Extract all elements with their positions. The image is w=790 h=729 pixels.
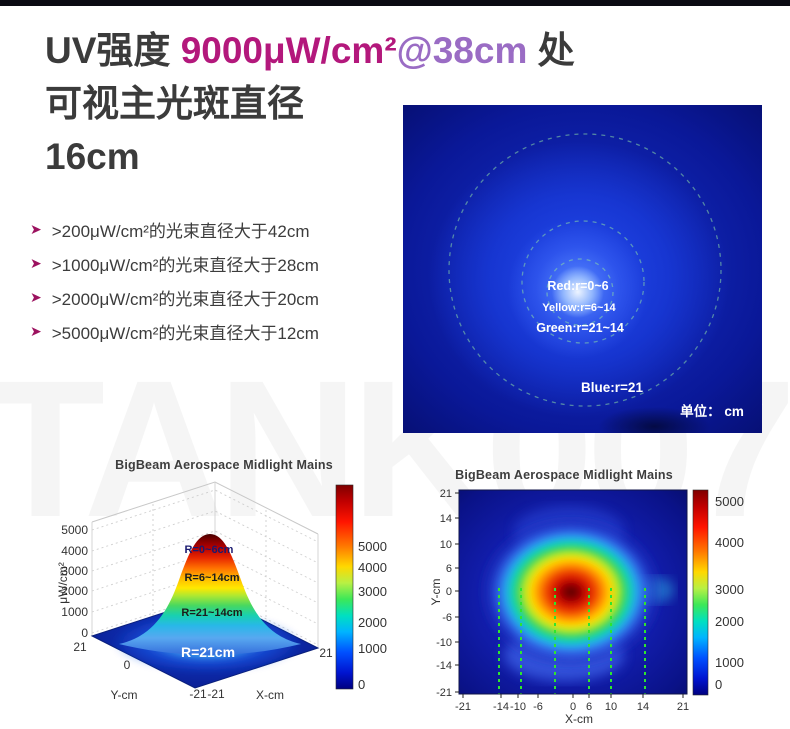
bullet-arrow-icon: ➤ xyxy=(30,254,42,271)
y-tick: -14 xyxy=(436,660,452,672)
colorbar-tick: 4000 xyxy=(715,535,744,550)
title-suffix: 处 xyxy=(537,30,575,71)
colorbar-tick: 5000 xyxy=(715,494,744,509)
y-tick: 10 xyxy=(440,539,452,551)
z-tick: 2000 xyxy=(61,584,88,598)
colorbar xyxy=(335,484,354,690)
chart-title: BigBeam Aerospace Midlight Mains xyxy=(455,468,673,482)
right-heatmap-chart: BigBeam Aerospace Midlight Mains xyxy=(430,468,744,726)
x-tick: -6 xyxy=(533,701,543,713)
x-tick: 21 xyxy=(319,646,333,660)
annotation-r21: R=21cm xyxy=(181,644,235,660)
list-item: ➤ >2000μW/cm²的光束直径大于20cm xyxy=(30,280,319,314)
colorbar-tick: 0 xyxy=(715,677,722,692)
z-axis-label: μW/cm² xyxy=(56,562,70,604)
colorbar-tick: 1000 xyxy=(715,655,744,670)
x-axis-ticks: -21 -14 -10 -6 0 6 10 14 21 xyxy=(455,701,689,713)
bullet-text: >2000μW/cm²的光束直径大于20cm xyxy=(51,289,319,309)
x-tick: -10 xyxy=(510,701,526,713)
colorbar-tick: 3000 xyxy=(358,584,387,599)
left-3d-surface-chart: BigBeam Aerospace Midlight Mains R=0~6cm… xyxy=(56,458,387,702)
red-zone-label: Red:r=0~6 xyxy=(547,279,608,293)
z-tick: 4000 xyxy=(61,544,88,558)
top-divider-bar xyxy=(0,0,790,6)
list-item: ➤ >5000μW/cm²的光束直径大于12cm xyxy=(30,314,319,348)
y-axis-label: Y-cm xyxy=(430,579,443,606)
bullet-arrow-icon: ➤ xyxy=(30,322,42,339)
middle-radius-circle xyxy=(521,220,645,344)
annotation-r21-14: R=21~14cm xyxy=(181,607,242,619)
list-item: ➤ >1000μW/cm²的光束直径大于28cm xyxy=(30,246,319,280)
y-tick: 6 xyxy=(446,563,452,575)
annotation-r0-6: R=0~6cm xyxy=(185,544,234,556)
title-line-3: 16cm xyxy=(45,136,140,177)
bullet-text: >5000μW/cm²的光束直径大于12cm xyxy=(51,323,319,343)
spec-bullet-list: ➤ >200μW/cm²的光束直径大于42cm ➤ >1000μW/cm²的光束直径… xyxy=(30,212,319,348)
y-axis-ticks: 21 14 10 6 0 -6 -10 -14 -21 xyxy=(436,488,452,699)
x-tick: 0 xyxy=(570,701,576,713)
yellow-zone-label: Yellow:r=6~14 xyxy=(542,302,616,314)
bullet-text: >200μW/cm²的光束直径大于42cm xyxy=(51,221,310,241)
y-tick: 21 xyxy=(440,488,452,500)
y-axis-label: Y-cm xyxy=(111,688,138,702)
z-tick: 3000 xyxy=(61,564,88,578)
beam-spot-photo: Red:r=0~6 Yellow:r=6~14 Green:r=21~14 Bl… xyxy=(403,105,762,433)
z-tick: 0 xyxy=(81,626,88,640)
colorbar-tick: 3000 xyxy=(715,582,744,597)
colorbar-tick: 5000 xyxy=(358,539,387,554)
colorbar-tick: 1000 xyxy=(358,641,387,656)
unit-label: 单位： cm xyxy=(680,403,744,419)
x-tick: -21 xyxy=(207,687,225,701)
chart-title: BigBeam Aerospace Midlight Mains xyxy=(115,458,333,472)
x-tick: 14 xyxy=(637,701,649,713)
bullet-arrow-icon: ➤ xyxy=(30,220,42,237)
colorbar-tick: 0 xyxy=(358,677,365,692)
list-item: ➤ >200μW/cm²的光束直径大于42cm xyxy=(30,212,319,246)
title-distance-value: @38cm xyxy=(396,30,528,71)
x-axis-label: X-cm xyxy=(565,712,593,726)
colorbar-tick: 4000 xyxy=(358,560,387,575)
y-tick: -6 xyxy=(442,612,452,624)
y-tick: 0 xyxy=(124,658,131,672)
x-tick: -14 xyxy=(493,701,509,713)
page-title: UV强度 9000μW/cm²@38cm 处 可视主光斑直径 16cm xyxy=(45,24,575,183)
x-tick: 21 xyxy=(677,701,689,713)
title-line-1: UV强度 9000μW/cm²@38cm 处 xyxy=(45,24,575,77)
axis-tick-marks xyxy=(455,492,684,698)
annotation-r6-14: R=6~14cm xyxy=(184,572,239,584)
bullet-text: >1000μW/cm²的光束直径大于28cm xyxy=(51,255,319,275)
outer-radius-circle xyxy=(448,133,722,407)
colorbar-tick: 2000 xyxy=(715,614,744,629)
y-tick: -10 xyxy=(436,637,452,649)
x-tick: -21 xyxy=(455,701,471,713)
title-prefix: UV强度 xyxy=(45,30,181,71)
z-tick: 5000 xyxy=(61,523,88,537)
z-axis-ticks: 5000 4000 3000 2000 1000 0 xyxy=(61,523,88,640)
green-zone-label: Green:r=21~14 xyxy=(536,321,624,335)
title-intensity-value: 9000μW/cm² xyxy=(180,30,397,71)
x-axis-label: X-cm xyxy=(256,688,284,702)
x-tick: 10 xyxy=(605,701,617,713)
beam-spot-overlay: Red:r=0~6 Yellow:r=6~14 Green:r=21~14 Bl… xyxy=(448,133,744,419)
y-tick: 14 xyxy=(440,513,452,525)
z-tick: 1000 xyxy=(61,605,88,619)
y-tick: -21 xyxy=(189,687,207,701)
x-tick: 6 xyxy=(586,701,592,713)
y-tick: 0 xyxy=(446,586,452,598)
title-line-2: 可视主光斑直径 xyxy=(45,83,304,124)
inner-radius-circle xyxy=(546,258,614,326)
colorbar-ticks: 5000 4000 3000 2000 1000 0 xyxy=(358,539,387,692)
blue-zone-label: Blue:r=21 xyxy=(581,380,643,395)
colorbar-ticks: 5000 4000 3000 2000 1000 0 xyxy=(715,494,744,692)
bullet-arrow-icon: ➤ xyxy=(30,288,42,305)
y-tick: -21 xyxy=(436,687,452,699)
colorbar-tick: 2000 xyxy=(358,615,387,630)
y-tick: 21 xyxy=(73,640,87,654)
surface-peak xyxy=(119,534,301,655)
colorbar xyxy=(692,489,709,696)
